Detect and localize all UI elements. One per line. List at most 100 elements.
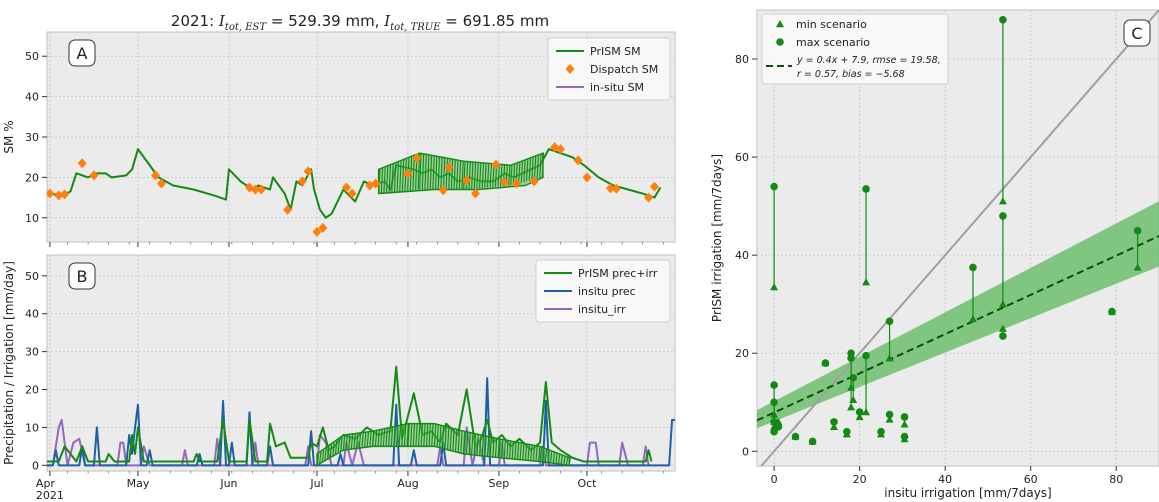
band-oscillation	[332, 442, 335, 457]
dispatch-point	[347, 188, 357, 199]
min-scenario-point	[900, 420, 909, 428]
band-oscillation	[506, 440, 509, 459]
band-oscillation	[486, 436, 490, 457]
band-oscillation	[535, 445, 538, 462]
legend-label: in-situ SM	[590, 81, 644, 94]
band-oscillation	[555, 452, 558, 464]
band-oscillation	[380, 168, 384, 194]
band-oscillation	[401, 159, 405, 192]
y-tick-label: 80	[735, 53, 749, 66]
dispatch-point	[611, 183, 621, 194]
band-oscillation	[424, 154, 427, 190]
band-oscillation	[492, 163, 495, 188]
band-oscillation	[345, 434, 348, 450]
panel-label-box	[68, 39, 96, 67]
panel-label-text: C	[1131, 24, 1142, 43]
band-oscillation	[552, 451, 556, 464]
dispatch-point	[47, 188, 55, 199]
band-oscillation	[439, 424, 442, 448]
band-oscillation	[442, 157, 446, 190]
x-tick-label: 60	[1024, 473, 1038, 486]
min-scenario-point	[770, 283, 779, 291]
band-oscillation	[501, 439, 504, 459]
band-oscillation	[369, 431, 372, 447]
band-oscillation	[547, 449, 550, 463]
band-oscillation	[319, 451, 322, 464]
band-oscillation	[396, 162, 399, 192]
band-oscillation	[471, 161, 474, 189]
max-scenario-point	[885, 410, 894, 419]
band-oscillation	[385, 166, 389, 193]
plot-area	[757, 10, 1159, 466]
y-tick-label: 30	[25, 131, 39, 144]
dispatch-point	[412, 153, 422, 163]
band-oscillation	[450, 158, 454, 190]
max-scenario-point	[821, 359, 830, 367]
min-scenario-point	[862, 408, 871, 416]
band-oscillation	[407, 423, 410, 447]
x-tick-label: Oct	[577, 477, 597, 490]
panel-label-text: B	[77, 267, 88, 286]
y-tick-label: 40	[735, 249, 749, 262]
band-oscillation	[340, 436, 343, 452]
band-oscillation	[542, 447, 545, 462]
y-axis-label: Precipitation / Irrigation [mm/day]	[2, 261, 16, 465]
band-oscillation	[358, 432, 362, 449]
band-oscillation	[563, 455, 566, 465]
plot-area	[47, 142, 662, 237]
band-oscillation	[316, 453, 319, 466]
y-tick-label: 20	[25, 384, 39, 397]
x-tick-label: 0	[771, 473, 778, 486]
dispatch-point	[371, 178, 381, 189]
x-tick-label: Sep	[489, 477, 510, 490]
band-oscillation	[568, 457, 571, 466]
band-oscillation	[520, 161, 524, 183]
band-oscillation	[378, 169, 381, 194]
dispatch-point	[318, 222, 328, 233]
min-scenario-point	[862, 278, 871, 286]
band-oscillation	[428, 423, 431, 447]
band-oscillation	[366, 431, 370, 448]
dispatch-point	[500, 177, 510, 188]
band-oscillation	[512, 164, 516, 185]
band-oscillation	[484, 435, 487, 457]
band-oscillation	[433, 423, 437, 447]
band-oscillation	[461, 160, 464, 190]
band-oscillation	[489, 163, 492, 188]
band-oscillation	[395, 426, 399, 447]
x-axis-label: insitu irrigation [mm/7days]	[884, 486, 1052, 500]
band-oscillation	[533, 156, 537, 180]
band-oscillation	[412, 423, 416, 447]
band-oscillation	[452, 428, 455, 452]
identity-line	[759, 10, 1159, 466]
band-oscillation	[471, 432, 474, 455]
band-oscillation	[497, 438, 500, 458]
legend-label: insitu_irr	[578, 303, 626, 316]
max-scenario-point	[847, 354, 855, 362]
x-tick-label: 20	[853, 473, 867, 486]
band-oscillation	[479, 162, 482, 189]
band-oscillation	[532, 445, 536, 461]
band-oscillation	[454, 429, 458, 452]
max-scenario-point	[900, 413, 909, 421]
max-scenario-point	[855, 408, 864, 416]
panel-label-box	[1123, 19, 1151, 47]
x-tick-label-year: 2021	[36, 489, 64, 502]
band-oscillation	[528, 158, 532, 181]
band-oscillation	[481, 435, 485, 456]
band-oscillation	[329, 444, 333, 458]
band-oscillation	[393, 426, 396, 447]
band-oscillation	[527, 444, 530, 461]
y-tick-label: 20	[25, 171, 39, 184]
legend-frame	[535, 259, 671, 323]
band-oscillation	[476, 434, 479, 456]
band-oscillation	[406, 423, 409, 447]
min-scenario-point	[847, 403, 856, 411]
dispatch-point	[556, 144, 566, 155]
max-scenario-point	[770, 381, 778, 389]
min-scenario-point	[774, 417, 783, 426]
panel-label-box	[68, 262, 96, 290]
confidence-band	[757, 201, 1159, 429]
band-oscillation	[425, 423, 429, 447]
band-oscillation	[539, 154, 542, 179]
